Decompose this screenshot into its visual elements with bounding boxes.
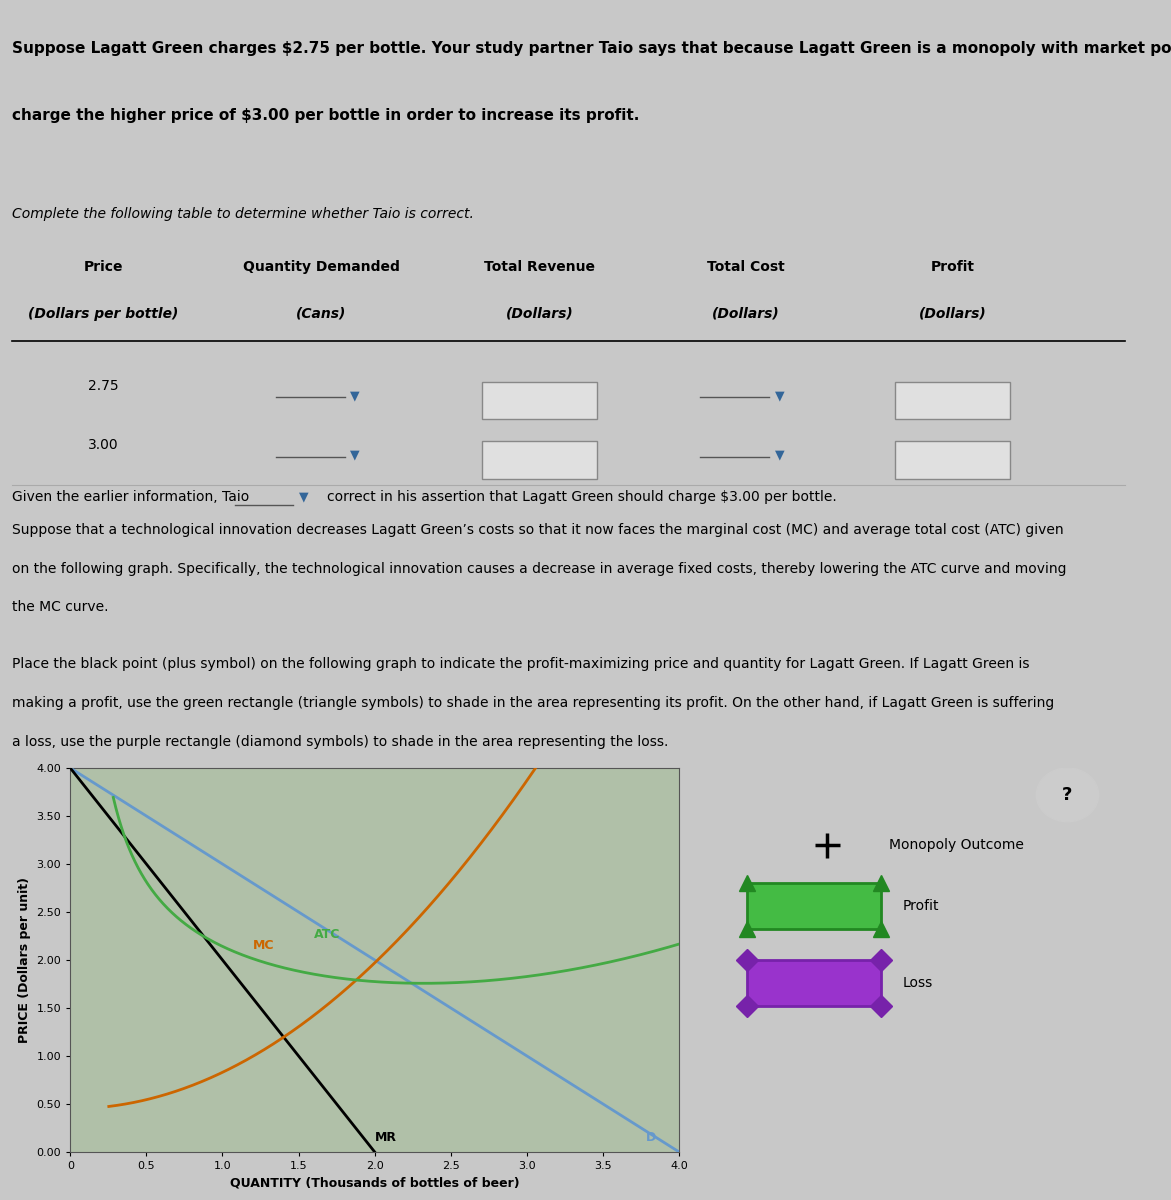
- Text: charge the higher price of $3.00 per bottle in order to increase its profit.: charge the higher price of $3.00 per bot…: [12, 108, 639, 122]
- Text: Price: Price: [84, 260, 123, 274]
- Text: (Cans): (Cans): [296, 307, 347, 320]
- Text: Profit: Profit: [931, 260, 974, 274]
- Text: (Dollars per bottle): (Dollars per bottle): [28, 307, 179, 320]
- Text: Suppose that a technological innovation decreases Lagatt Green’s costs so that i: Suppose that a technological innovation …: [12, 523, 1063, 536]
- FancyBboxPatch shape: [896, 382, 1011, 419]
- FancyBboxPatch shape: [747, 883, 881, 929]
- Text: ▼: ▼: [775, 449, 785, 462]
- Text: Suppose Lagatt Green charges $2.75 per bottle. Your study partner Taio says that: Suppose Lagatt Green charges $2.75 per b…: [12, 41, 1171, 55]
- Text: Loss: Loss: [903, 976, 933, 990]
- Text: 3.00: 3.00: [88, 438, 118, 452]
- Text: Quantity Demanded: Quantity Demanded: [244, 260, 400, 274]
- FancyBboxPatch shape: [482, 442, 597, 479]
- Text: ▼: ▼: [299, 491, 308, 504]
- Text: Monopoly Outcome: Monopoly Outcome: [890, 838, 1025, 852]
- Text: 2.75: 2.75: [88, 379, 118, 392]
- FancyBboxPatch shape: [482, 382, 597, 419]
- Text: Complete the following table to determine whether Taio is correct.: Complete the following table to determin…: [12, 208, 473, 221]
- Text: (Dollars): (Dollars): [712, 307, 780, 320]
- Text: Place the black point (plus symbol) on the following graph to indicate the profi: Place the black point (plus symbol) on t…: [12, 658, 1029, 671]
- Text: (Dollars): (Dollars): [506, 307, 574, 320]
- Text: ▼: ▼: [350, 449, 359, 462]
- Text: MC: MC: [253, 940, 274, 953]
- Text: Profit: Profit: [903, 899, 939, 913]
- Circle shape: [1036, 768, 1098, 822]
- Text: ATC: ATC: [314, 928, 341, 941]
- Text: ▼: ▼: [775, 389, 785, 402]
- Text: on the following graph. Specifically, the technological innovation causes a decr: on the following graph. Specifically, th…: [12, 562, 1067, 576]
- X-axis label: QUANTITY (Thousands of bottles of beer): QUANTITY (Thousands of bottles of beer): [230, 1176, 520, 1189]
- Text: ▼: ▼: [350, 389, 359, 402]
- Y-axis label: PRICE (Dollars per unit): PRICE (Dollars per unit): [18, 877, 30, 1043]
- Text: MR: MR: [375, 1132, 397, 1145]
- Text: D: D: [645, 1132, 656, 1145]
- Text: making a profit, use the green rectangle (triangle symbols) to shade in the area: making a profit, use the green rectangle…: [12, 696, 1054, 710]
- Text: (Dollars): (Dollars): [919, 307, 987, 320]
- FancyBboxPatch shape: [896, 442, 1011, 479]
- Text: the MC curve.: the MC curve.: [12, 600, 108, 614]
- Text: Total Revenue: Total Revenue: [484, 260, 595, 274]
- FancyBboxPatch shape: [747, 960, 881, 1006]
- Text: ?: ?: [1062, 786, 1073, 804]
- Text: Total Cost: Total Cost: [707, 260, 785, 274]
- Text: correct in his assertion that Lagatt Green should charge $3.00 per bottle.: correct in his assertion that Lagatt Gre…: [327, 490, 837, 504]
- Text: a loss, use the purple rectangle (diamond symbols) to shade in the area represen: a loss, use the purple rectangle (diamon…: [12, 734, 669, 749]
- Text: Given the earlier information, Taio: Given the earlier information, Taio: [12, 490, 249, 504]
